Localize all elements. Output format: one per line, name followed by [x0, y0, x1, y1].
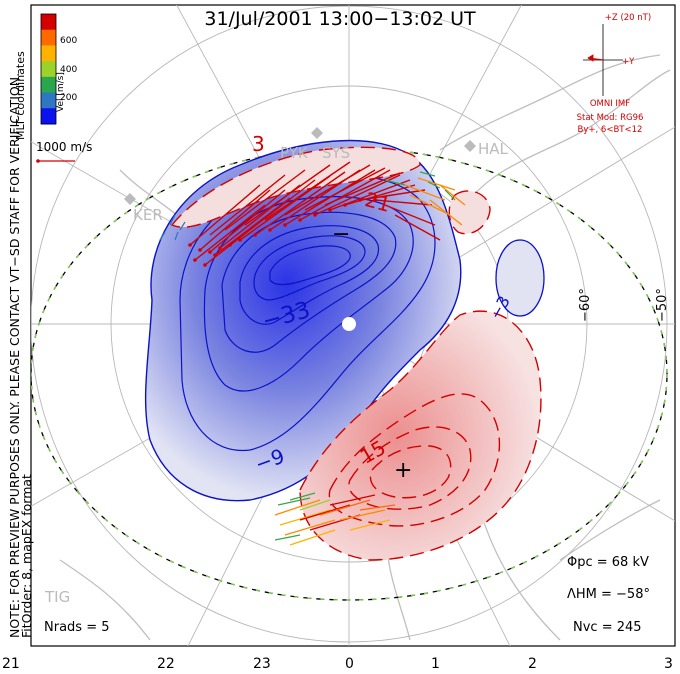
station-pyk: PYK: [280, 144, 308, 162]
station-ker: KER: [133, 206, 163, 224]
vector-origins-top: [188, 198, 377, 267]
phi-pc: Φpc = 68 kV: [567, 555, 649, 570]
imf-model: Stat Mod: RG96: [576, 113, 644, 123]
lat-label-50: −50°: [655, 288, 670, 322]
pos-contour-4: [369, 445, 452, 499]
n-vc: Nvc = 245: [573, 620, 642, 635]
imf-dial: [583, 24, 623, 96]
colorbar-segment: [41, 14, 56, 31]
velocity-vectors-bottom: [274, 492, 396, 546]
pole-marker: [342, 317, 356, 331]
neg-contour-7: [269, 245, 351, 286]
colorbar-segment: [41, 29, 56, 46]
imf-y-label: +Y: [622, 57, 635, 67]
colorbar-border: [40, 13, 57, 125]
pos-contour-3: [348, 426, 472, 510]
colorbar-segment: [41, 61, 56, 78]
station-tig: TIG: [45, 588, 71, 606]
colorbar-segment: [41, 76, 56, 94]
colorbar-tick-400: 400: [60, 65, 78, 75]
vector-scale-bar: [36, 159, 75, 163]
hour-1: 1: [431, 656, 440, 672]
n-rads: Nrads = 5: [44, 620, 110, 635]
imf-z-label: +Z (20 nT): [604, 13, 652, 23]
contour-label-3: 3: [252, 132, 265, 156]
coords-label: MLT coordinates: [14, 51, 27, 140]
velocity-vectors-top-orange: [404, 177, 466, 226]
hour-21: 21: [2, 656, 20, 672]
neg-contour-outer: [144, 139, 462, 502]
neg-cell-small: [495, 239, 545, 317]
colorbar: [40, 13, 57, 125]
colorbar-tick-200: 200: [60, 93, 78, 103]
neg-contour-6: [253, 235, 366, 301]
colorbar-segment: [41, 92, 56, 109]
negative-cell: [144, 139, 462, 502]
station-sys: SYS: [322, 144, 351, 162]
hour-0: 0: [345, 656, 354, 672]
colorbar-segment: [41, 108, 56, 125]
potential-max-marker: +: [394, 458, 413, 483]
station-hal: HAL: [478, 140, 508, 158]
hour-3: 3: [664, 656, 673, 672]
lat-label-60: −60°: [578, 288, 593, 322]
velocity-vectors-top-green: [384, 171, 456, 201]
potential-min-marker: −: [332, 222, 351, 247]
velocity-vectors-misc: [159, 214, 186, 241]
hour-23: 23: [253, 656, 271, 672]
hour-22: 22: [157, 656, 175, 672]
fitorder-note: FitOrder: 8, mapEX format: [19, 474, 34, 638]
colorbar-tick-600: 600: [60, 36, 78, 46]
lambda-hm: ΛHM = −58°: [567, 587, 650, 602]
vector-scale-label: 1000 m/s: [36, 140, 93, 154]
pos-contour-2: [328, 393, 501, 527]
colorbar-segment: [41, 45, 56, 62]
station-markers: [124, 127, 476, 205]
velocity-vectors-top: [189, 161, 441, 266]
imf-source: OMNI IMF: [589, 99, 631, 109]
map-title: 31/Jul/2001 13:00−13:02 UT: [204, 8, 476, 30]
hour-2: 2: [528, 656, 537, 672]
neg-contour-5: [239, 225, 380, 325]
neg-contour-4: [221, 211, 397, 353]
imf-condition: By+, 6<BT<12: [577, 125, 643, 135]
